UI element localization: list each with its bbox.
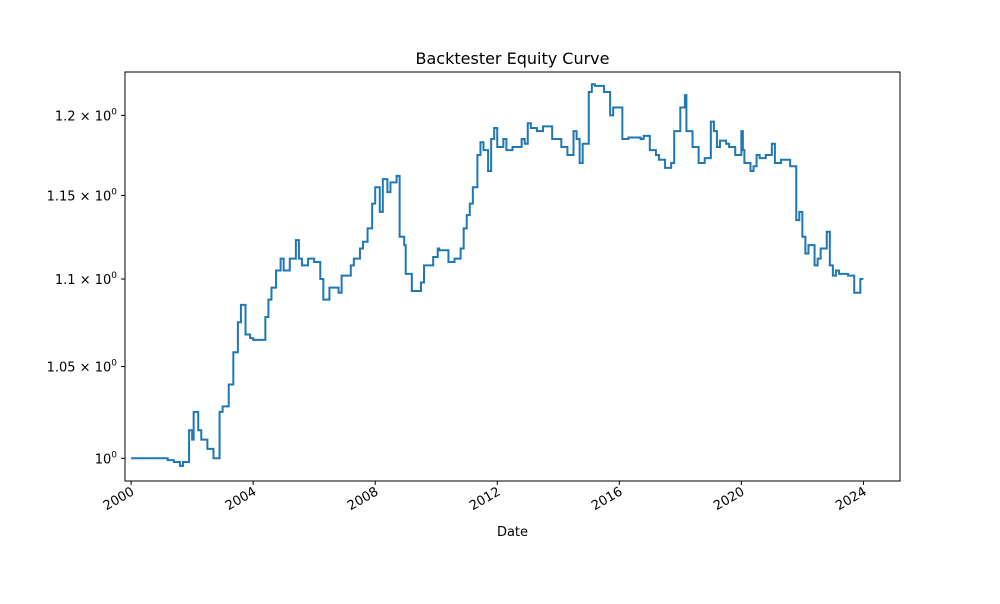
y-tick-label: 100 bbox=[95, 450, 118, 467]
y-tick-label: 1.2 × 100 bbox=[55, 107, 117, 124]
x-tick-label: 2024 bbox=[833, 484, 869, 514]
x-tick-label: 2016 bbox=[589, 484, 625, 514]
x-tick-label: 2008 bbox=[345, 484, 381, 514]
x-axis-label: Date bbox=[497, 525, 528, 540]
x-tick-label: 2000 bbox=[101, 484, 137, 514]
x-tick-label: 2012 bbox=[467, 484, 503, 514]
y-tick-label: 1.1 × 100 bbox=[55, 271, 117, 288]
x-tick-label: 2004 bbox=[223, 484, 259, 514]
y-tick-label: 1.15 × 100 bbox=[47, 187, 118, 204]
chart-title: Backtester Equity Curve bbox=[416, 49, 610, 68]
plot-frame bbox=[124, 71, 901, 482]
plot-area: 2000 2004 2008 2012 2016 2020 2024 100 1.05 × 10… bbox=[47, 71, 901, 514]
series-line-0 bbox=[131, 83, 864, 467]
x-tick-label: 2020 bbox=[711, 484, 747, 514]
y-tick-label: 1.05 × 100 bbox=[47, 359, 118, 376]
